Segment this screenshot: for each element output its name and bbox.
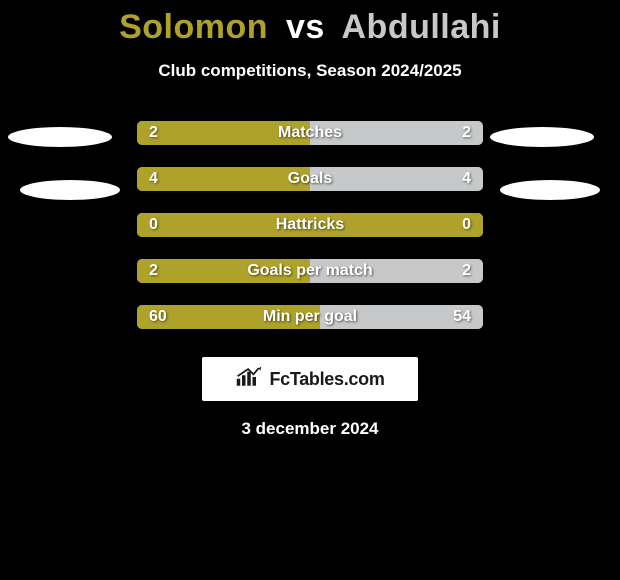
page-title: Solomon vs Abdullahi [0, 0, 620, 47]
title-player2: Abdullahi [342, 8, 501, 46]
logo-text: FcTables.com [269, 369, 384, 390]
stat-fill-left [137, 259, 310, 283]
decorative-ellipse [20, 180, 120, 200]
stat-row: 22Goals per match [137, 259, 483, 283]
decorative-ellipse [500, 180, 600, 200]
stat-value-right: 54 [453, 305, 471, 329]
stat-value-left: 4 [149, 167, 158, 191]
stat-fill-right [310, 167, 483, 191]
title-player1: Solomon [119, 8, 268, 46]
date: 3 december 2024 [0, 419, 620, 439]
stat-value-left: 2 [149, 259, 158, 283]
stat-value-left: 60 [149, 305, 167, 329]
stat-value-right: 2 [462, 121, 471, 145]
decorative-ellipse [490, 127, 594, 147]
stat-fill-left [137, 121, 310, 145]
stat-row: 44Goals [137, 167, 483, 191]
stat-fill-left [137, 213, 483, 237]
stat-row: 00Hattricks [137, 213, 483, 237]
stat-fill-right [310, 259, 483, 283]
stat-value-right: 2 [462, 259, 471, 283]
chart-icon [235, 366, 263, 393]
stat-value-left: 0 [149, 213, 158, 237]
stat-value-right: 4 [462, 167, 471, 191]
fctables-logo[interactable]: FcTables.com [202, 357, 418, 401]
stats-rows: 22Matches44Goals00Hattricks22Goals per m… [0, 121, 620, 329]
stat-value-right: 0 [462, 213, 471, 237]
stat-fill-left [137, 167, 310, 191]
title-vs: vs [286, 8, 325, 46]
stat-row: 6054Min per goal [137, 305, 483, 329]
stat-row: 22Matches [137, 121, 483, 145]
decorative-ellipse [8, 127, 112, 147]
subtitle: Club competitions, Season 2024/2025 [0, 61, 620, 81]
stat-value-left: 2 [149, 121, 158, 145]
stat-fill-right [310, 121, 483, 145]
